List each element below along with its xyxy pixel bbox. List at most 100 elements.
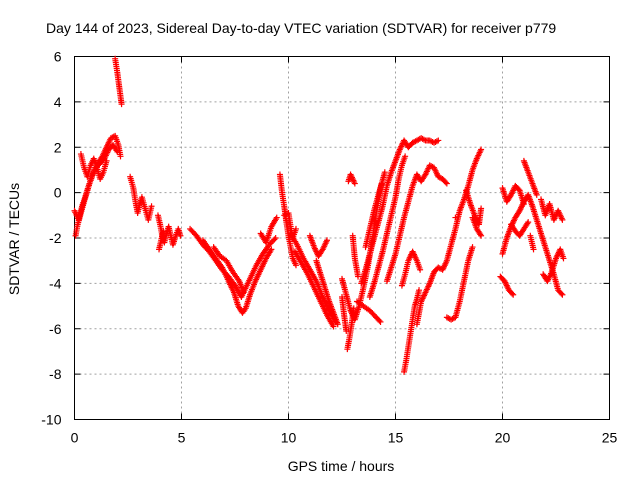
- data-point-marker: [376, 317, 383, 324]
- y-tick-label: -10: [41, 412, 61, 428]
- y-tick-label: -4: [49, 275, 62, 291]
- data-point-marker: [160, 228, 167, 235]
- data-point-marker: [377, 318, 384, 325]
- data-point-marker: [350, 305, 357, 312]
- data-point-marker: [417, 266, 424, 273]
- data-track: [344, 305, 357, 353]
- data-point-marker: [324, 237, 331, 244]
- data-track: [339, 293, 350, 335]
- data-point-marker: [524, 220, 531, 227]
- x-tick-label: 25: [602, 430, 618, 446]
- data-track: [154, 212, 184, 248]
- y-tick-label: 6: [54, 49, 62, 65]
- data-point-marker: [469, 244, 476, 251]
- data-track: [520, 157, 540, 198]
- data-point-marker: [559, 291, 566, 298]
- data-track: [443, 244, 476, 323]
- data-point-marker: [330, 323, 337, 330]
- data-track: [463, 187, 485, 228]
- data-point-marker: [443, 180, 450, 187]
- y-tick-label: -6: [49, 321, 62, 337]
- data-point-marker: [272, 235, 279, 241]
- data-point-marker: [355, 273, 362, 280]
- data-point-marker: [177, 232, 184, 239]
- data-point-marker: [559, 216, 566, 223]
- plot-frame: [74, 56, 610, 420]
- data-track: [383, 162, 450, 285]
- data-point-marker: [478, 205, 485, 212]
- data-track: [401, 287, 423, 375]
- data-point-marker: [452, 214, 459, 221]
- y-tick-label: 2: [54, 139, 62, 155]
- y-tick-label: 4: [54, 94, 62, 110]
- data-track: [349, 232, 362, 280]
- data-point-marker: [530, 246, 537, 253]
- y-tick-label: -2: [49, 230, 62, 246]
- data-point-marker: [558, 290, 565, 297]
- data-point-marker: [114, 148, 121, 155]
- data-track: [499, 182, 527, 207]
- data-point-marker: [381, 169, 388, 176]
- data-track: [257, 214, 280, 246]
- data-point-marker: [520, 200, 527, 207]
- data-track: [540, 246, 567, 285]
- data-track: [353, 298, 384, 325]
- data-point-marker: [273, 214, 280, 221]
- data-point-marker: [442, 179, 449, 186]
- data-track: [210, 244, 247, 296]
- data-point-marker: [343, 328, 350, 335]
- data-point-marker: [378, 180, 385, 187]
- data-point-marker: [292, 225, 299, 232]
- data-track: [358, 135, 442, 287]
- y-tick-label: 0: [54, 185, 62, 201]
- data-point-marker: [351, 180, 358, 187]
- x-axis-label: GPS time / hours: [288, 458, 395, 474]
- data-track: [156, 228, 167, 253]
- y-axis-label: SDTVAR / TECUs: [6, 183, 22, 295]
- data-point-marker: [560, 255, 567, 262]
- data-point-marker: [103, 157, 110, 164]
- data-track: [508, 219, 532, 239]
- data-track: [452, 214, 459, 221]
- data-track: [127, 173, 155, 223]
- data-point-marker: [416, 287, 423, 294]
- data-point-marker: [271, 236, 278, 243]
- data-point-marker: [113, 147, 120, 154]
- data-point-marker: [478, 146, 485, 153]
- data-point-marker: [510, 291, 517, 298]
- x-tick-label: 20: [495, 430, 511, 446]
- chart-title: Day 144 of 2023, Sidereal Day-to-day VTE…: [46, 20, 556, 36]
- data-point-marker: [268, 246, 275, 253]
- x-tick-label: 0: [71, 430, 79, 446]
- data-point-marker: [533, 191, 540, 198]
- data-point-marker: [292, 262, 299, 269]
- data-point-marker: [117, 153, 124, 160]
- data-track: [345, 171, 358, 187]
- data-track: [398, 248, 424, 289]
- x-tick-label: 15: [388, 430, 404, 446]
- data-point-marker: [334, 321, 341, 328]
- data-point-marker: [402, 153, 409, 160]
- data-track: [313, 257, 341, 328]
- data-track: [199, 237, 275, 316]
- data-markers: [71, 55, 567, 375]
- data-track: [527, 232, 537, 253]
- y-tick-label: -8: [49, 366, 62, 382]
- data-track: [469, 214, 485, 239]
- data-track: [276, 171, 299, 269]
- data-point-marker: [478, 232, 485, 239]
- data-point-marker: [525, 219, 532, 226]
- data-track: [112, 55, 125, 108]
- data-point-marker: [240, 289, 247, 296]
- data-point-marker: [509, 290, 516, 297]
- data-track: [362, 180, 385, 251]
- data-track: [538, 196, 566, 223]
- x-tick-label: 5: [178, 430, 186, 446]
- data-point-marker: [435, 137, 442, 144]
- x-tick-label: 10: [281, 430, 297, 446]
- data-track: [77, 151, 110, 183]
- data-track: [497, 273, 517, 298]
- data-point-marker: [477, 231, 484, 238]
